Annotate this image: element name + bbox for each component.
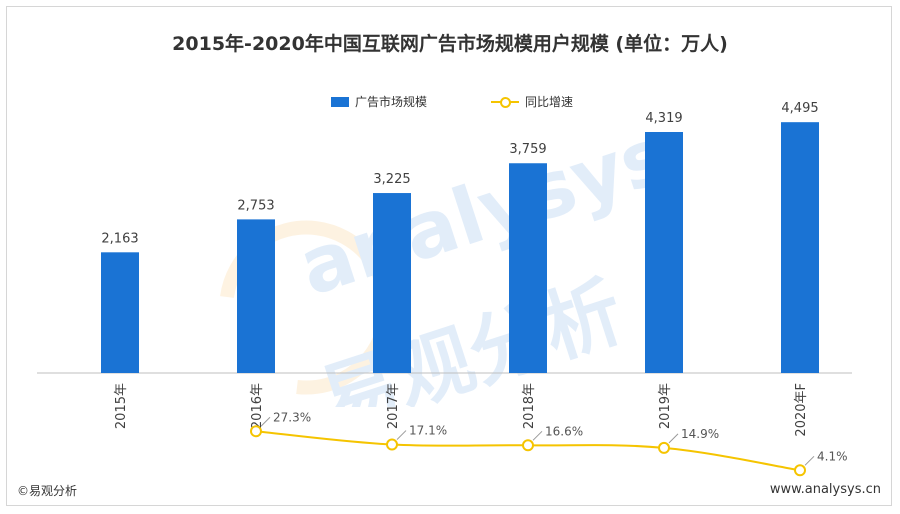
bar-value-label-2: 2,753 bbox=[237, 198, 274, 213]
growth-value-label-6: 4.1% bbox=[817, 449, 848, 463]
growth-leader-4 bbox=[532, 430, 543, 441]
legend-bar-label: 广告市场规模 bbox=[355, 95, 428, 109]
x-tick-label-3: 2017年 bbox=[386, 383, 401, 429]
chart-title: 2015年-2020年中国互联网广告市场规模用户规模 (单位：万人) bbox=[172, 33, 728, 55]
bar-3 bbox=[373, 193, 411, 373]
legend-item-line: 同比增速 bbox=[491, 93, 573, 110]
bar-value-label-6: 4,495 bbox=[781, 101, 818, 116]
x-tick-label-6: 2020年F bbox=[794, 383, 809, 437]
growth-value-label-2: 27.3% bbox=[273, 410, 311, 424]
bar-value-label-5: 4,319 bbox=[645, 111, 682, 126]
growth-value-label-5: 14.9% bbox=[681, 427, 719, 441]
growth-point-2 bbox=[250, 425, 262, 438]
bar-value-label-4: 3,759 bbox=[509, 142, 546, 157]
x-tick-label-4: 2018年 bbox=[522, 383, 537, 429]
bar-5 bbox=[645, 131, 683, 373]
footer-website: www.analysys.cn bbox=[769, 482, 881, 497]
growth-value-label-4: 16.6% bbox=[545, 424, 583, 438]
bar-6 bbox=[781, 122, 819, 373]
x-tick-label-1: 2015年 bbox=[114, 383, 129, 429]
growth-value-label-3: 17.1% bbox=[409, 424, 447, 438]
growth-leader-2 bbox=[260, 416, 271, 427]
growth-point-6 bbox=[794, 464, 806, 477]
legend-bar-swatch bbox=[331, 96, 349, 107]
legend-line-label: 同比增速 bbox=[525, 95, 574, 109]
footer-copyright: ©易观分析 bbox=[17, 484, 78, 498]
legend-item-bar: 广告市场规模 bbox=[331, 93, 427, 110]
chart-legend: 广告市场规模 同比增速 bbox=[7, 93, 893, 113]
x-tick-label-5: 2019年 bbox=[658, 383, 673, 429]
growth-point-5 bbox=[658, 441, 670, 454]
bar-2 bbox=[237, 219, 275, 373]
bar-value-label-3: 3,225 bbox=[373, 172, 410, 187]
x-tick-label-2: 2016年 bbox=[250, 383, 265, 429]
bar-4 bbox=[509, 163, 547, 373]
growth-point-3 bbox=[386, 438, 398, 451]
legend-line-swatch bbox=[491, 96, 519, 108]
chart-frame: 2015年-2020年中国互联网广告市场规模用户规模 (单位：万人) 广告市场规… bbox=[6, 6, 892, 506]
bar-value-label-1: 2,163 bbox=[101, 231, 138, 246]
growth-point-4 bbox=[522, 439, 534, 452]
growth-leader-6 bbox=[804, 455, 815, 466]
growth-leader-5 bbox=[668, 433, 679, 444]
bar-1 bbox=[101, 252, 139, 373]
growth-leader-3 bbox=[396, 430, 407, 440]
chart-svg: 2,163 2,753 3,225 3,759 4,319 4,495 2015年 2016年… bbox=[37, 101, 852, 477]
